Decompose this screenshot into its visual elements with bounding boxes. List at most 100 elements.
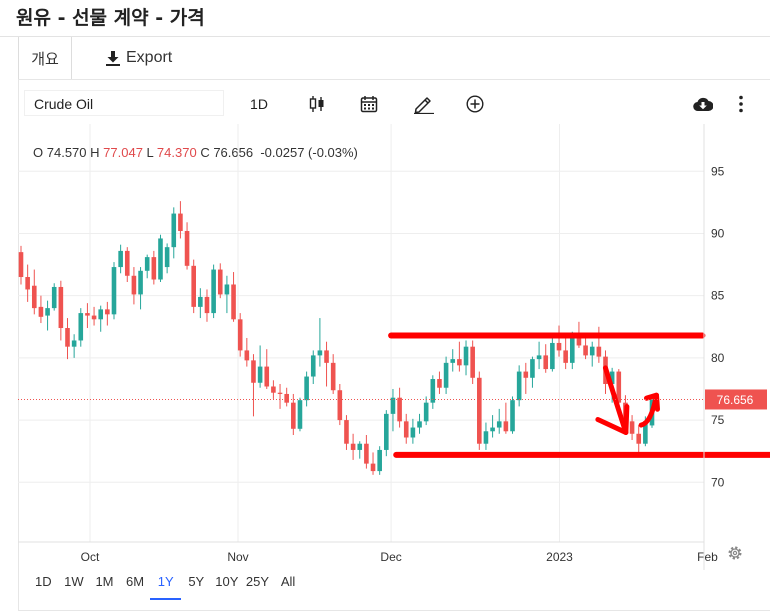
more-options-button[interactable] <box>726 91 756 117</box>
candle-body <box>384 413 389 450</box>
drawing-annotations <box>388 332 770 458</box>
cloud-download-icon <box>693 97 713 112</box>
candle-body <box>344 420 349 444</box>
range-button-6m[interactable]: 6M <box>126 574 145 589</box>
range-button-1d[interactable]: 1D <box>34 574 52 589</box>
candle-body <box>304 376 309 401</box>
candle-body <box>204 296 210 314</box>
y-tick-label: 85 <box>711 289 725 303</box>
x-tick-label: Oct <box>81 550 100 564</box>
y-tick-label: 95 <box>711 164 725 178</box>
ohlc-legend: O 74.570 H 77.047 L 74.370 C 76.656 -0.0… <box>33 145 358 160</box>
candle-body <box>58 286 64 329</box>
candle-body <box>144 257 150 271</box>
candle-series <box>18 201 655 475</box>
draw-tool-button[interactable] <box>409 91 439 117</box>
candle-body <box>477 377 482 444</box>
last-price-tag <box>705 389 767 410</box>
range-button-1y[interactable]: 1Y <box>150 568 181 600</box>
candle-body <box>217 269 223 295</box>
tab-export-label: Export <box>126 49 173 66</box>
range-button-1m[interactable]: 1M <box>95 574 114 589</box>
candle-body <box>490 427 495 432</box>
candle-body <box>370 463 376 472</box>
candle-body <box>237 319 243 351</box>
range-button-25y[interactable]: 25Y <box>245 574 270 589</box>
candle-body <box>158 238 163 280</box>
candle-body <box>503 421 509 432</box>
x-tick-label: Feb <box>697 550 718 564</box>
candle-body <box>231 284 236 320</box>
candle-body <box>310 355 316 377</box>
ohlc-open-label: O <box>33 145 44 160</box>
candle-body <box>470 346 475 378</box>
ohlc-high-label: H <box>90 145 100 160</box>
range-button-5y[interactable]: 5Y <box>188 574 205 589</box>
candle-body <box>65 328 70 347</box>
red-up-arrow-head <box>643 392 660 412</box>
candle-body <box>569 336 575 363</box>
candle-body <box>191 265 196 307</box>
red-down-arrow-head <box>595 404 630 436</box>
more-vertical-icon <box>739 95 743 113</box>
candle-body <box>25 277 30 290</box>
candle-body <box>543 355 549 370</box>
ohlc-change: -0.0257 (-0.03%) <box>260 145 358 160</box>
candle-body <box>251 360 256 383</box>
download-chart-button[interactable] <box>688 91 718 117</box>
last-price-label: 76.656 <box>717 393 754 407</box>
candle-body <box>264 366 270 387</box>
candle-body <box>583 345 588 356</box>
candle-body <box>85 313 90 316</box>
date-range-button[interactable] <box>354 91 384 117</box>
candle-body <box>357 443 363 450</box>
candle-body <box>430 379 436 403</box>
x-tick-label: 2023 <box>546 550 573 564</box>
candle-body <box>244 350 250 361</box>
candle-body <box>271 386 276 393</box>
candle-body <box>417 421 422 428</box>
ohlc-close-label: C <box>200 145 210 160</box>
range-button-all[interactable]: All <box>280 574 296 589</box>
tab-export[interactable]: Export <box>106 37 172 79</box>
ohlc-open: 74.570 <box>46 145 87 160</box>
candle-body <box>556 342 562 351</box>
download-icon <box>106 50 120 66</box>
pencil-icon <box>414 97 434 114</box>
candle-body <box>284 393 289 403</box>
candle-body <box>636 433 642 444</box>
compare-button[interactable] <box>460 91 490 117</box>
candle-body <box>450 359 456 363</box>
candle-body <box>496 421 502 428</box>
candle-body <box>18 252 24 278</box>
candle-body <box>317 350 323 356</box>
candle-body <box>403 421 409 438</box>
symbol-search-input[interactable]: Crude Oil <box>24 90 224 116</box>
candle-body <box>377 449 382 472</box>
candle-body <box>443 362 449 388</box>
candle-body <box>616 371 622 403</box>
chart-axes: 95 90 85 80 75 70 Oct Nov Dec 2023 Feb 76.656 <box>18 124 767 570</box>
candle-body <box>550 342 555 370</box>
candle-body <box>178 213 183 231</box>
candle-body <box>609 371 615 385</box>
tab-overview[interactable]: 개요 <box>18 37 72 79</box>
chart-toolbar: Crude Oil 1D <box>18 82 770 124</box>
interval-button[interactable]: 1D <box>250 96 268 112</box>
settings-gear-icon[interactable] <box>727 545 743 561</box>
candle-body <box>31 285 37 309</box>
candle-body <box>98 309 104 320</box>
candle-body <box>643 421 648 444</box>
candle-body <box>350 443 356 450</box>
range-button-10y[interactable]: 10Y <box>215 574 239 589</box>
range-button-1w[interactable]: 1W <box>64 574 84 589</box>
candle-type-button[interactable] <box>302 91 332 117</box>
range-selector: 1D 1W 1M 6M 1Y 5Y 10Y 25Y All <box>28 568 303 600</box>
ohlc-low: 74.370 <box>156 145 197 160</box>
candle-body <box>124 250 130 276</box>
candle-body <box>78 313 84 341</box>
candle-body <box>589 346 595 356</box>
candle-body <box>423 402 429 422</box>
candle-body <box>510 400 515 432</box>
